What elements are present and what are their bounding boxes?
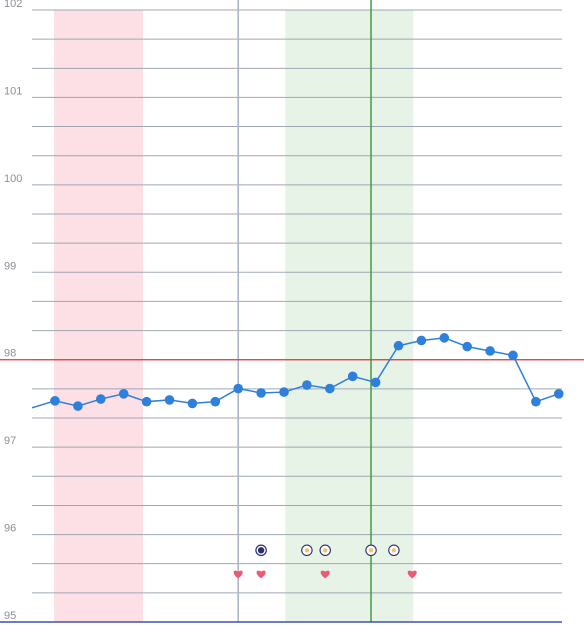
y-tick-label: 99 [4, 260, 16, 272]
data-point[interactable] [50, 396, 60, 406]
heart-icon [407, 570, 417, 579]
data-point[interactable] [73, 401, 83, 411]
data-point[interactable] [164, 395, 175, 405]
data-point[interactable] [508, 350, 518, 361]
heart-icon [320, 570, 330, 579]
data-point[interactable] [393, 340, 404, 351]
y-tick-label: 98 [4, 348, 16, 360]
y-tick-label: 95 [4, 610, 16, 622]
data-point[interactable] [96, 394, 106, 404]
data-point[interactable] [279, 387, 289, 397]
data-point[interactable] [233, 383, 243, 394]
heart-icon [256, 570, 266, 579]
data-point[interactable] [256, 388, 266, 398]
data-point[interactable] [141, 396, 152, 407]
y-tick-label: 100 [4, 173, 22, 185]
data-point[interactable] [485, 346, 495, 356]
shaded-band-2 [285, 10, 414, 622]
y-tick-label: 102 [4, 0, 22, 10]
dot-circle-icon-fill [368, 548, 374, 553]
shaded-band-1 [54, 10, 144, 622]
data-point[interactable] [531, 396, 541, 407]
data-point[interactable] [439, 333, 450, 343]
heart-icon [233, 570, 243, 579]
data-point[interactable] [462, 341, 473, 352]
y-tick-label: 97 [4, 435, 16, 447]
data-point[interactable] [370, 377, 381, 388]
dark-circle-icon-fill [257, 547, 265, 554]
data-point[interactable] [118, 389, 129, 399]
dot-circle-icon-fill [323, 548, 328, 553]
dot-circle-icon-fill [304, 548, 310, 553]
y-tick-label: 96 [4, 523, 16, 535]
data-point[interactable] [554, 389, 564, 399]
data-point[interactable] [302, 380, 312, 390]
data-point[interactable] [210, 396, 221, 407]
data-point[interactable] [347, 371, 358, 382]
dot-circle-icon-fill [391, 548, 397, 553]
data-point[interactable] [187, 398, 198, 409]
y-tick-label: 101 [4, 85, 22, 97]
data-point[interactable] [325, 383, 335, 394]
data-point[interactable] [416, 335, 427, 346]
